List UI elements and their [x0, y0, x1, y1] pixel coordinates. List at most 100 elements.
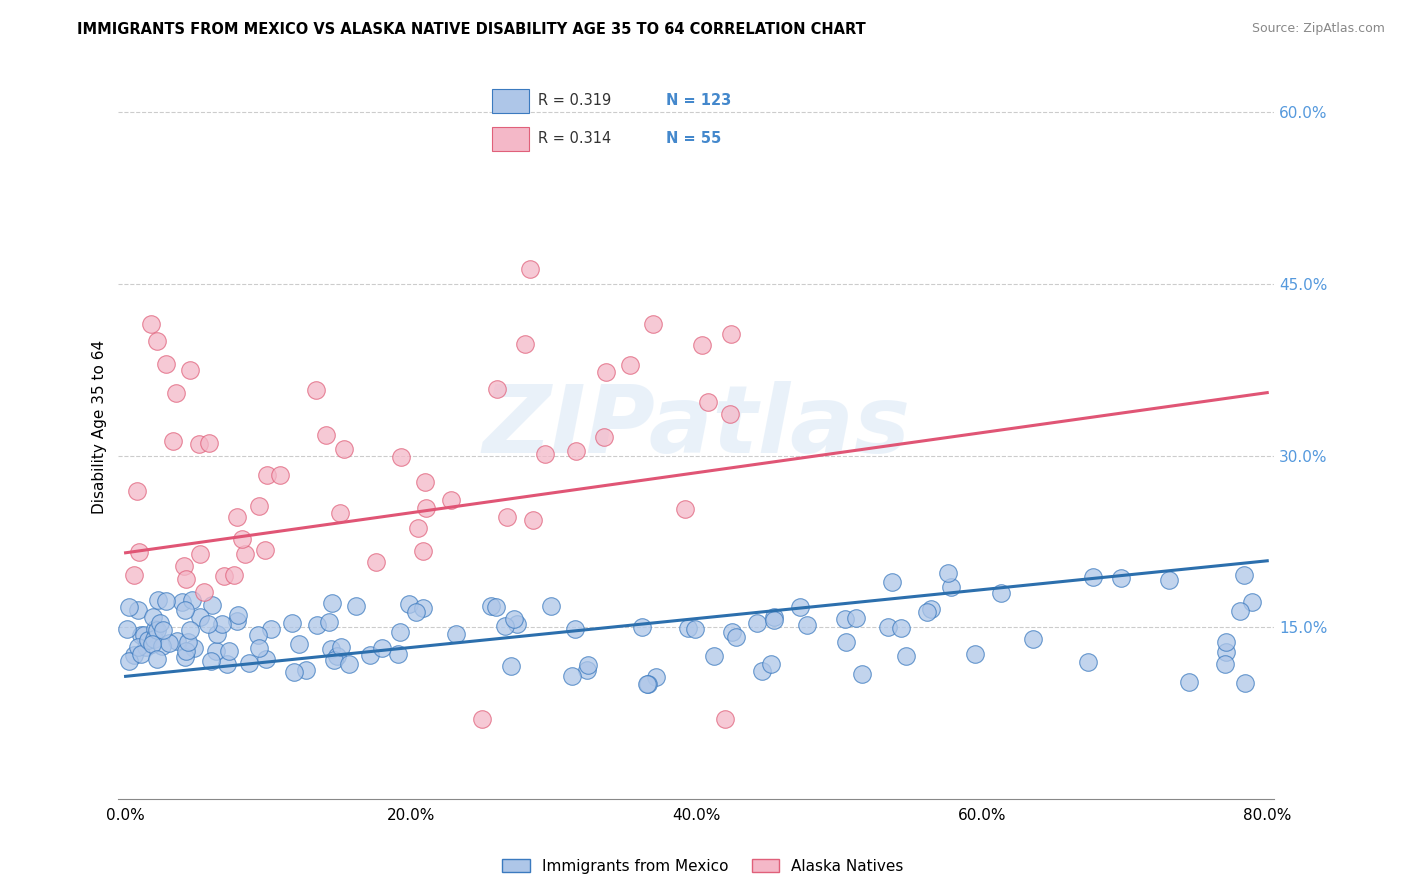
- Point: [364, 555, 387, 569]
- Point: [720, 327, 742, 342]
- Point: [762, 613, 785, 627]
- Point: [135, 640, 157, 654]
- Point: [321, 596, 343, 610]
- Point: [254, 652, 277, 666]
- Point: [136, 633, 159, 648]
- Point: [269, 468, 291, 483]
- Point: [637, 676, 659, 690]
- Point: [522, 512, 544, 526]
- Point: [359, 648, 381, 662]
- Point: [176, 572, 198, 586]
- Point: [890, 621, 912, 635]
- Point: [231, 533, 253, 547]
- Point: [122, 568, 145, 582]
- Point: [920, 602, 942, 616]
- Point: [645, 670, 668, 684]
- Point: [440, 493, 463, 508]
- Point: [134, 628, 156, 642]
- Point: [141, 317, 163, 331]
- Point: [936, 566, 959, 580]
- Point: [471, 712, 494, 726]
- Point: [315, 428, 337, 442]
- Point: [225, 614, 247, 628]
- Point: [188, 610, 211, 624]
- Point: [115, 623, 138, 637]
- Point: [125, 484, 148, 499]
- Point: [636, 677, 658, 691]
- Point: [495, 509, 517, 524]
- Point: [485, 599, 508, 614]
- Point: [494, 619, 516, 633]
- Point: [564, 622, 586, 636]
- Point: [834, 612, 856, 626]
- Point: [205, 644, 228, 658]
- Point: [207, 626, 229, 640]
- Point: [253, 542, 276, 557]
- Point: [149, 616, 172, 631]
- Point: [283, 665, 305, 679]
- Point: [412, 543, 434, 558]
- Point: [280, 615, 302, 630]
- Point: [226, 607, 249, 622]
- Point: [193, 584, 215, 599]
- Point: [915, 605, 938, 619]
- Text: ZIPatlas: ZIPatlas: [482, 381, 911, 473]
- Point: [150, 639, 173, 653]
- Point: [1081, 570, 1104, 584]
- Point: [1215, 635, 1237, 649]
- Point: [198, 436, 221, 450]
- Point: [747, 616, 769, 631]
- Point: [166, 634, 188, 648]
- Point: [593, 430, 616, 444]
- Point: [405, 605, 427, 619]
- Point: [118, 600, 141, 615]
- Point: [146, 652, 169, 666]
- Point: [371, 640, 394, 655]
- Point: [631, 620, 654, 634]
- Point: [519, 262, 541, 277]
- Point: [176, 643, 198, 657]
- Point: [222, 568, 245, 582]
- Point: [307, 618, 329, 632]
- Point: [501, 659, 523, 673]
- Point: [406, 521, 429, 535]
- Point: [177, 635, 200, 649]
- Point: [575, 664, 598, 678]
- Point: [128, 545, 150, 559]
- Point: [152, 623, 174, 637]
- Point: [344, 599, 367, 614]
- Point: [146, 593, 169, 607]
- Point: [322, 653, 344, 667]
- Point: [1157, 573, 1180, 587]
- Point: [387, 647, 409, 661]
- Point: [170, 595, 193, 609]
- Point: [643, 317, 665, 331]
- Point: [288, 637, 311, 651]
- Point: [183, 641, 205, 656]
- Point: [1213, 657, 1236, 671]
- Point: [1177, 674, 1199, 689]
- Point: [540, 599, 562, 613]
- Point: [247, 628, 270, 642]
- Point: [319, 642, 342, 657]
- Point: [690, 338, 713, 352]
- Point: [157, 635, 180, 649]
- Point: [155, 357, 177, 371]
- Point: [1215, 645, 1237, 659]
- Point: [143, 622, 166, 636]
- Point: [247, 640, 270, 655]
- Point: [703, 649, 725, 664]
- Point: [329, 506, 352, 520]
- Point: [179, 624, 201, 638]
- Point: [129, 647, 152, 661]
- Point: [413, 475, 436, 489]
- Point: [485, 383, 508, 397]
- Point: [141, 636, 163, 650]
- Point: [877, 620, 900, 634]
- Point: [162, 434, 184, 449]
- Point: [990, 586, 1012, 600]
- Point: [1229, 603, 1251, 617]
- Point: [127, 603, 149, 617]
- Point: [759, 657, 782, 671]
- Point: [217, 657, 239, 671]
